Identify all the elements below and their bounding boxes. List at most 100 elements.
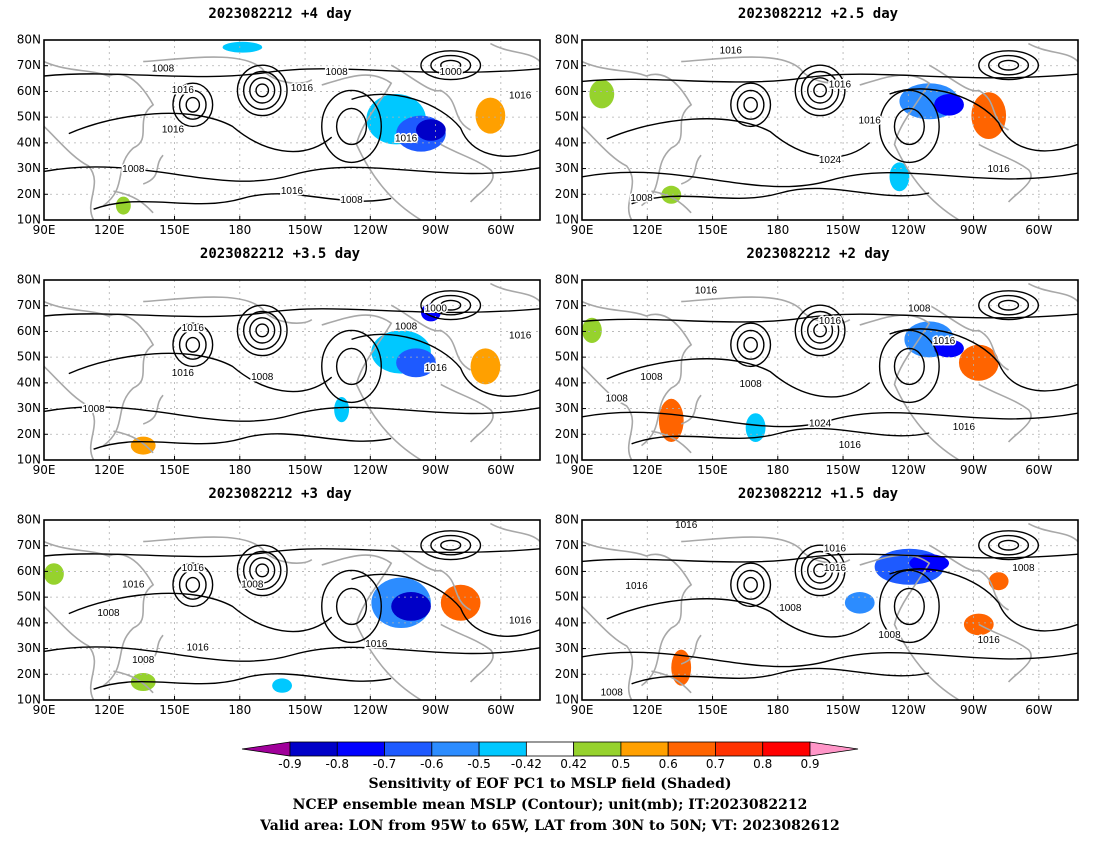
lat-tick-label: 30N (17, 161, 41, 175)
isobar-closed (794, 304, 846, 357)
isobar-closed (893, 587, 925, 626)
lat-tick-label: 40N (17, 615, 41, 629)
lat-tick-label: 70N (555, 298, 579, 312)
coastline (979, 144, 1031, 202)
lat-tick-label: 80N (555, 33, 579, 47)
sensitivity-shading (658, 398, 684, 442)
colorbar-label: 0.7 (706, 757, 725, 771)
isobar (890, 89, 1078, 151)
lat-tick-label: 30N (17, 401, 41, 415)
isobar (94, 434, 392, 449)
contour-label: 1000 (440, 67, 463, 78)
colorbar-box (478, 741, 527, 757)
lat-tick-label: 60N (17, 564, 41, 578)
isobar-closed (813, 83, 827, 98)
colorbar-box (620, 741, 669, 757)
isobar-closed (736, 89, 765, 120)
isobar-closed (185, 336, 201, 353)
isobar-closed (806, 77, 834, 104)
isobar-closed (172, 322, 214, 368)
isobar-closed (794, 64, 846, 117)
lon-tick-label: 150E (697, 223, 728, 237)
contour-label: 1008 (340, 195, 363, 206)
isobar-closed (321, 329, 382, 404)
contour-label: 1016 (859, 116, 882, 127)
isobar-closed (172, 82, 214, 128)
contour-label: 1008 (395, 321, 418, 332)
map-plot-area: 1016 1008 1016 1008 1024 1016 1016 1016 1008 1008 (582, 280, 1078, 460)
map-frame (581, 279, 1079, 461)
map-panel: 1016 1016 1008 1008 1000 1016 1016 1008 80N 70N 60… (17, 273, 541, 477)
contour-label: 1016 (172, 368, 195, 379)
contour-label: 1008 (251, 372, 274, 383)
isobar-closed (185, 96, 201, 113)
isobar-closed (794, 544, 846, 597)
isobar-closed (730, 562, 772, 608)
lon-tick-label: 180 (228, 463, 251, 477)
colorbar-label: 0.42 (560, 757, 587, 771)
map-panel: 1016 1008 1016 1016 1008 1016 1016 1008 80N 70N 60… (17, 513, 541, 717)
colorbar-box (431, 741, 480, 757)
contour-label: 1016 (162, 125, 185, 136)
coastline (582, 62, 691, 206)
lat-tick-label: 80N (17, 273, 41, 287)
isobar-closed (420, 290, 482, 321)
isobar (69, 113, 332, 151)
contour-label: 1016 (978, 635, 1001, 646)
isobar-closed (997, 539, 1020, 551)
coastline (44, 62, 153, 206)
sensitivity-shading (470, 348, 501, 385)
lat-tick-label: 20N (555, 667, 579, 681)
lon-tick-label: 120W (891, 223, 926, 237)
isobar (582, 412, 1078, 426)
contour-label: 1016 (281, 186, 304, 197)
isobar-closed (321, 569, 382, 644)
contour-label: 1016 (509, 330, 532, 341)
contour-label: 1008 (601, 687, 624, 698)
contour-label: 1008 (132, 655, 155, 666)
lat-tick-label: 80N (555, 513, 579, 527)
lon-tick-label: 150W (288, 463, 323, 477)
colorbar-label: 0.5 (611, 757, 630, 771)
isobar (632, 188, 930, 203)
contour-label: 1008 (326, 67, 349, 78)
lat-tick-label: 30N (17, 641, 41, 655)
coastline (681, 537, 850, 563)
contour-label: 1016 (187, 642, 210, 653)
lon-tick-label: 120E (632, 463, 663, 477)
isobar-closed (420, 50, 482, 81)
coastline (681, 395, 701, 424)
coastline (44, 126, 94, 220)
panel-title-plus3-day: 2023082212 +3 day (208, 486, 352, 502)
isobar-closed (335, 587, 368, 626)
map-panel: 1016 1016 1016 1024 1008 1016 80N 70N 60N 50N 40N 3… (555, 33, 1079, 237)
lon-tick-label: 60W (487, 223, 514, 237)
isobar-closed (813, 323, 827, 338)
lat-tick-label: 60N (555, 564, 579, 578)
isobar (352, 94, 540, 156)
sensitivity-shading (589, 79, 615, 109)
coastline (44, 302, 153, 446)
lat-tick-label: 70N (17, 58, 41, 72)
isobar (69, 353, 332, 391)
isobar-closed (255, 323, 270, 338)
lon-tick-label: 180 (766, 463, 789, 477)
contour-label: 1016 (509, 615, 532, 626)
lon-tick-label: 150W (288, 703, 323, 717)
lon-tick-label: 120E (94, 223, 125, 237)
isobar-closed (335, 107, 368, 146)
isobar (352, 334, 540, 396)
contour-label: 1016 (933, 336, 956, 347)
isobars (582, 314, 1078, 444)
lat-tick-label: 30N (555, 641, 579, 655)
isobar-closed (430, 294, 472, 316)
isobar-closed (878, 89, 940, 164)
isobar-closed (997, 299, 1020, 311)
sensitivity-shading (272, 678, 292, 693)
lat-tick-label: 50N (555, 590, 579, 604)
lat-tick-label: 80N (17, 33, 41, 47)
lat-tick-label: 10N (555, 213, 579, 227)
isobar-closed (255, 563, 270, 578)
coastline (490, 44, 540, 62)
